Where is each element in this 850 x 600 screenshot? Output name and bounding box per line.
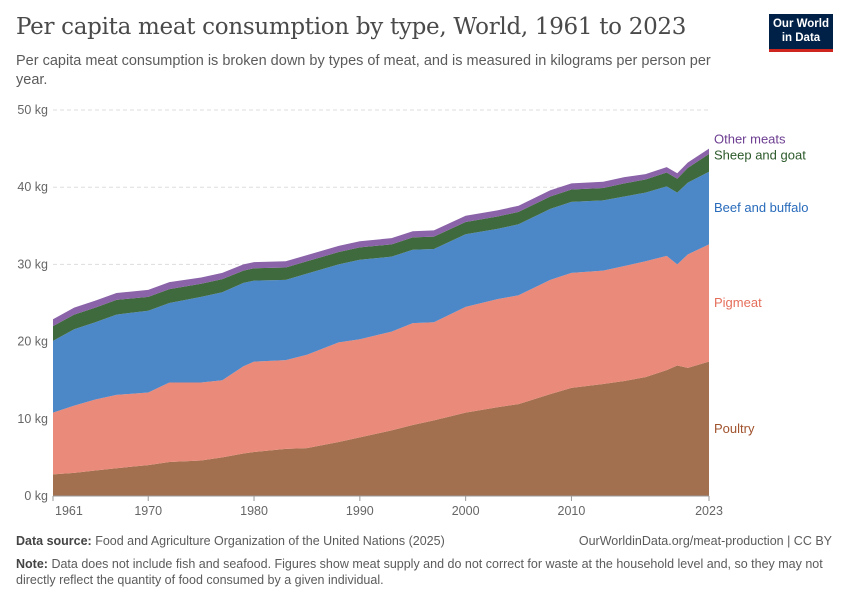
area-poultry <box>53 361 709 496</box>
x-tick-label: 1990 <box>346 504 374 518</box>
owid-logo[interactable]: Our World in Data <box>769 14 833 52</box>
source-text: Food and Agriculture Organization of the… <box>95 534 445 548</box>
chart-subtitle: Per capita meat consumption is broken do… <box>16 53 711 88</box>
logo-text: Our World in Data <box>772 18 829 44</box>
source-label: Data source: <box>16 534 92 548</box>
x-tick-label: 1980 <box>240 504 268 518</box>
x-tick-label: 1970 <box>134 504 162 518</box>
series-label: Poultry <box>714 421 755 436</box>
x-tick-label: 2010 <box>558 504 586 518</box>
y-tick-label: 0 kg <box>24 489 48 503</box>
chart-title: Per capita meat consumption by type, Wor… <box>16 14 687 40</box>
note-text: Data does not include fish and seafood. … <box>16 557 823 587</box>
note-label: Note: <box>16 557 48 571</box>
series-label: Sheep and goat <box>714 148 806 163</box>
y-tick-label: 10 kg <box>17 412 48 426</box>
x-tick-label: 1961 <box>55 504 83 518</box>
y-tick-label: 20 kg <box>17 335 48 349</box>
x-tick-label: 2023 <box>695 504 723 518</box>
series-label: Beef and buffalo <box>714 200 808 215</box>
area-pigmeat <box>53 244 709 475</box>
area-sheep-and-goat <box>53 154 709 341</box>
note: Note: Data does not include fish and sea… <box>16 556 831 588</box>
area-beef-and-buffalo <box>53 171 709 413</box>
area-other-meats <box>53 148 709 327</box>
source-line: Data source: Food and Agriculture Organi… <box>16 534 445 548</box>
y-tick-label: 50 kg <box>17 103 48 117</box>
series-label: Other meats <box>714 131 786 146</box>
x-tick-label: 2000 <box>452 504 480 518</box>
source-url[interactable]: OurWorldinData.org/meat-production | CC … <box>578 534 832 548</box>
series-label: Pigmeat <box>714 295 762 310</box>
y-tick-label: 30 kg <box>17 257 48 271</box>
y-tick-label: 40 kg <box>17 180 48 194</box>
